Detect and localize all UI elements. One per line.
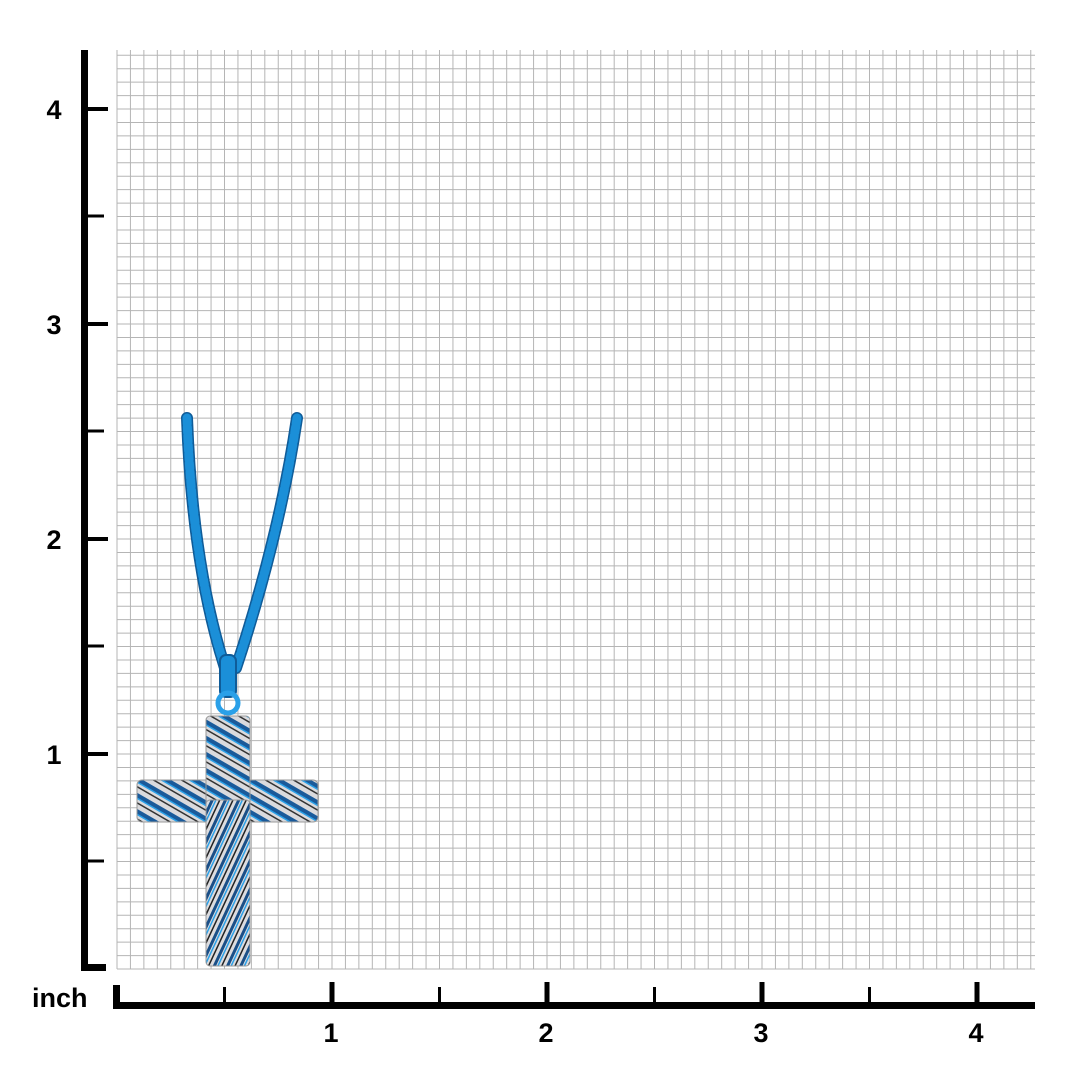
y-tick [88,859,104,863]
y-tick [88,322,108,326]
y-tick-label: 2 [46,525,61,555]
x-axis-start [113,985,120,1009]
axes [81,50,1035,1009]
x-tick [223,987,226,1003]
y-tick [88,537,108,541]
jump-ring [215,690,241,716]
x-tick-label: 3 [753,1018,768,1048]
y-tick [88,214,104,218]
y-axis-foot [81,964,106,971]
x-tick [974,982,980,1004]
y-tick [88,644,104,648]
y-tick [88,752,108,756]
x-tick [329,982,335,1004]
x-tick [653,987,656,1003]
y-tick [88,429,104,433]
cross-pendant-necklace-image [136,412,319,967]
x-tick-label: 2 [538,1018,553,1048]
measurement-grid [116,50,1035,970]
unit-label: inch [32,983,88,1013]
bail [219,654,237,698]
x-tick-label: 1 [323,1018,338,1048]
x-tick [759,982,765,1004]
y-axis-bar [81,50,88,970]
y-tick-label: 3 [46,310,61,340]
x-tick [438,987,441,1003]
cross-stem [205,799,251,967]
y-tick [88,107,108,111]
x-tick [544,982,550,1004]
chain [181,412,303,674]
x-axis-bar [113,1002,1035,1009]
y-tick-label: 4 [46,95,61,125]
y-tick-label: 1 [46,740,61,770]
x-tick-label: 4 [968,1018,983,1048]
x-tick [868,987,871,1003]
